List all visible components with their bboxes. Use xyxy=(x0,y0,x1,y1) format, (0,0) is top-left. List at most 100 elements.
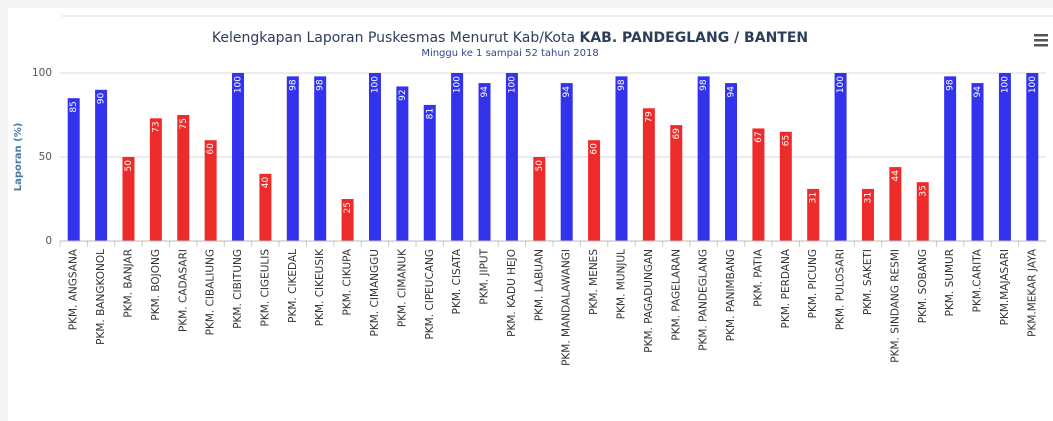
bar xyxy=(122,157,135,241)
x-tick-label: PKM. SAKETI xyxy=(862,249,874,315)
value-label: 35 xyxy=(918,185,928,196)
title-bold: KAB. PANDEGLANG / BANTEN xyxy=(579,30,808,46)
x-tick-label: PKM.MAJASARI xyxy=(999,249,1011,325)
value-label: 94 xyxy=(727,86,737,98)
bar xyxy=(998,73,1011,241)
bar xyxy=(916,182,929,241)
menu-icon[interactable] xyxy=(1034,34,1048,47)
bar xyxy=(67,98,80,241)
x-tick-label: PKM. PANDEGLANG xyxy=(698,249,710,351)
x-tick-label: PKM. LABUAN xyxy=(533,249,545,321)
x-tick-label: PKM. PERDANA xyxy=(780,248,792,328)
bar xyxy=(642,108,655,241)
bar xyxy=(232,73,245,241)
bar xyxy=(341,199,354,241)
value-label: 81 xyxy=(425,108,435,119)
title-text: Kelengkapan Laporan Puskesmas Menurut Ka… xyxy=(212,30,580,46)
y-tick-label: 0 xyxy=(45,235,52,247)
y-tick-label: 50 xyxy=(39,151,52,163)
x-tick-label: PKM. CIKUPA xyxy=(342,248,354,315)
value-label: 67 xyxy=(754,131,764,142)
y-axis-title: Laporan (%) xyxy=(13,123,24,192)
x-tick-label: PKM. BANJAR xyxy=(122,249,134,318)
value-label: 100 xyxy=(370,76,380,93)
x-tick-label: PKM. CIGEULIS xyxy=(259,249,271,327)
value-label: 98 xyxy=(288,79,298,91)
value-label: 94 xyxy=(973,86,983,98)
value-label: 69 xyxy=(672,128,682,140)
value-label: 85 xyxy=(69,101,79,112)
chart-title: Kelengkapan Laporan Puskesmas Menurut Ka… xyxy=(212,30,808,46)
value-label: 98 xyxy=(316,79,326,91)
x-tick-label: PKM. SINDANG RESMI xyxy=(889,249,901,363)
value-label: 98 xyxy=(617,79,627,91)
bar xyxy=(670,125,683,241)
bar xyxy=(889,167,902,241)
bar xyxy=(451,73,464,241)
value-label: 100 xyxy=(1028,76,1038,93)
value-label: 94 xyxy=(562,86,572,98)
x-tick-label: PKM. PAGADUNGAN xyxy=(643,249,655,353)
x-tick-label: PKM. PICUNG xyxy=(807,249,819,318)
value-label: 75 xyxy=(179,118,189,129)
bar xyxy=(944,76,957,241)
value-label: 100 xyxy=(836,76,846,93)
bar xyxy=(752,128,765,241)
bar xyxy=(588,140,601,241)
x-tick-label: PKM. PANIMBANG xyxy=(725,249,737,341)
x-tick-label: PKM. CIKEDAL xyxy=(287,249,299,323)
bar xyxy=(834,73,847,241)
value-label: 60 xyxy=(590,143,600,155)
bar xyxy=(725,83,738,241)
value-label: 79 xyxy=(644,111,654,123)
x-tick-label: PKM. CIPEUCANG xyxy=(424,249,436,340)
x-tick-label: PKM. MANDALAWANGI xyxy=(561,249,573,366)
x-tick-label: PKM. CIMANGGU xyxy=(369,249,381,336)
value-label: 98 xyxy=(699,79,709,91)
bar xyxy=(95,89,108,241)
x-tick-label: PKM.CARITA xyxy=(972,248,984,312)
x-tick-label: PKM. CIMANUK xyxy=(396,248,408,327)
bar xyxy=(286,76,299,241)
bar xyxy=(368,73,381,241)
bar xyxy=(697,76,710,241)
bar xyxy=(314,76,327,241)
x-tick-label: PKM. CIKEUSIK xyxy=(314,248,326,326)
value-label: 50 xyxy=(535,160,545,172)
value-label: 44 xyxy=(891,170,901,182)
bar xyxy=(533,157,546,241)
menu-bar xyxy=(1034,34,1048,37)
value-label: 50 xyxy=(124,160,134,172)
bar xyxy=(423,104,436,241)
x-tick-label: PKM. PAGELARAN xyxy=(670,249,682,341)
value-label: 98 xyxy=(946,79,956,91)
bar xyxy=(505,73,518,241)
x-tick-label: PKM. CIBALIUNG xyxy=(205,249,217,335)
menu-bar xyxy=(1034,44,1048,47)
x-tick-label: PKM. MENES xyxy=(588,249,600,315)
bar xyxy=(259,173,272,241)
value-label: 25 xyxy=(343,202,353,213)
bar xyxy=(396,86,409,241)
x-tick-label: PKM. MUNJUL xyxy=(615,249,627,319)
value-label: 65 xyxy=(781,135,791,146)
x-tick-label: PKM. CISATA xyxy=(451,248,463,314)
x-tick-label: PKM.MEKAR JAYA xyxy=(1026,248,1038,337)
x-tick-label: PKM. JIPUT xyxy=(479,248,491,304)
bar xyxy=(807,188,820,241)
value-label: 100 xyxy=(234,76,244,93)
x-tick-label: PKM. KADU HEJO xyxy=(506,249,518,337)
bar xyxy=(861,188,874,241)
bar xyxy=(1026,73,1039,241)
value-label: 73 xyxy=(151,121,161,132)
value-label: 92 xyxy=(398,89,408,100)
bar xyxy=(560,83,573,241)
bar xyxy=(478,83,491,241)
bar xyxy=(204,140,217,241)
x-tick-label: PKM. SOBANG xyxy=(917,249,929,323)
x-tick-label: PKM. BANGKONOL xyxy=(95,249,107,345)
value-label: 31 xyxy=(809,192,819,203)
value-label: 40 xyxy=(261,177,271,189)
x-tick-label: PKM. CADASARI xyxy=(177,249,189,332)
